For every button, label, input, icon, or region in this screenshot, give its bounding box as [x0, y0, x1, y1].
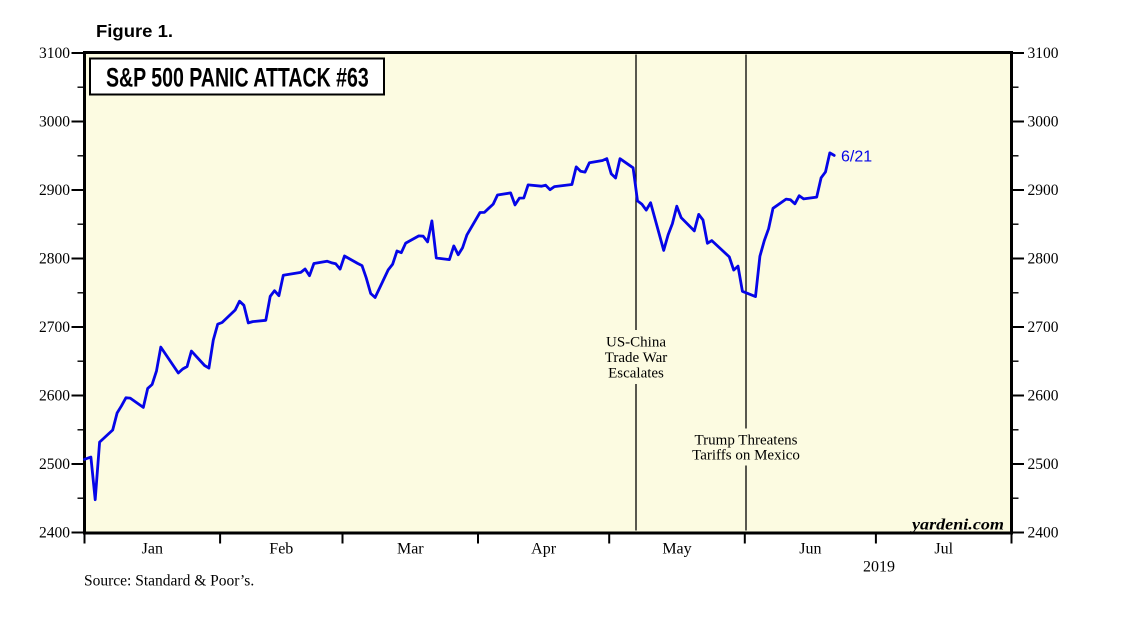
svg-text:Jul: Jul — [934, 541, 953, 558]
svg-text:2800: 2800 — [39, 251, 70, 268]
svg-text:3000: 3000 — [1028, 114, 1059, 131]
svg-text:2400: 2400 — [39, 525, 70, 542]
svg-text:2500: 2500 — [1028, 456, 1059, 473]
svg-text:Tariffs on Mexico: Tariffs on Mexico — [692, 448, 800, 464]
svg-text:2800: 2800 — [1028, 251, 1059, 268]
svg-text:Apr: Apr — [531, 541, 557, 558]
svg-text:yardeni.com: yardeni.com — [910, 517, 1004, 534]
svg-text:US-China: US-China — [606, 335, 666, 351]
svg-text:3100: 3100 — [39, 45, 70, 62]
svg-text:2019: 2019 — [863, 559, 895, 576]
svg-text:2700: 2700 — [1028, 319, 1059, 336]
svg-text:S&P 500 PANIC ATTACK #63: S&P 500 PANIC ATTACK #63 — [106, 62, 369, 92]
svg-text:Escalates: Escalates — [608, 366, 664, 382]
svg-text:Jan: Jan — [142, 541, 163, 558]
svg-text:Trump Threatens: Trump Threatens — [695, 433, 798, 449]
svg-text:2900: 2900 — [39, 182, 70, 199]
svg-text:3000: 3000 — [39, 114, 70, 131]
svg-text:2900: 2900 — [1028, 182, 1059, 199]
svg-text:2500: 2500 — [39, 456, 70, 473]
svg-text:Feb: Feb — [269, 541, 293, 558]
svg-text:2400: 2400 — [1028, 525, 1059, 542]
svg-text:Source: Standard & Poor’s.: Source: Standard & Poor’s. — [84, 573, 254, 590]
svg-text:6/21: 6/21 — [841, 149, 872, 166]
svg-text:3100: 3100 — [1028, 45, 1059, 62]
svg-text:2600: 2600 — [1028, 388, 1059, 405]
svg-text:Jun: Jun — [799, 541, 821, 558]
svg-text:May: May — [662, 541, 691, 558]
svg-text:2600: 2600 — [39, 388, 70, 405]
svg-text:Mar: Mar — [397, 541, 424, 558]
svg-text:2700: 2700 — [39, 319, 70, 336]
svg-text:Figure 1.: Figure 1. — [96, 21, 173, 41]
svg-text:Trade War: Trade War — [605, 350, 668, 366]
